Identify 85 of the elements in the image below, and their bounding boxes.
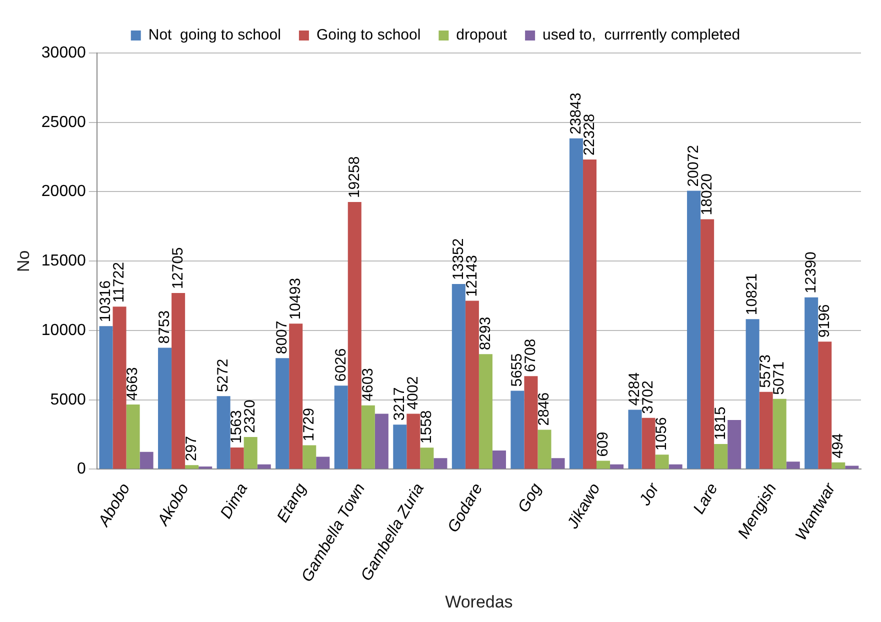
bar (289, 324, 303, 469)
bar (334, 386, 348, 469)
bar (772, 398, 786, 469)
bar (140, 452, 154, 469)
x-tick-label: Jor (636, 480, 663, 510)
bar (642, 418, 656, 469)
bar (244, 437, 258, 469)
data-label: 609 (594, 432, 612, 457)
legend-label: Not going to school (148, 26, 281, 44)
bar (551, 458, 565, 469)
bar (406, 414, 420, 469)
data-label: 10821 (744, 273, 761, 316)
bar (492, 450, 506, 469)
y-axis-title: No (14, 250, 33, 272)
bar (452, 284, 466, 469)
bar (276, 358, 290, 469)
bar (510, 390, 524, 469)
legend-label: dropout (456, 26, 508, 44)
data-label: 4663 (124, 367, 142, 401)
data-label: 12390 (802, 252, 820, 294)
bar (596, 460, 610, 469)
bar (393, 424, 407, 469)
y-tick-label: 15000 (41, 252, 86, 270)
bar (538, 430, 552, 469)
bar (569, 138, 583, 469)
bar (759, 392, 773, 469)
data-label: 5272 (214, 358, 232, 392)
bar (126, 404, 140, 469)
data-label: 8007 (273, 320, 290, 354)
bar (687, 190, 701, 469)
bar (465, 300, 479, 469)
data-label: 1729 (300, 408, 318, 442)
data-label: 9196 (816, 304, 833, 338)
bar (99, 326, 113, 469)
bar (804, 297, 818, 469)
data-label: 2846 (536, 392, 553, 426)
bar (524, 376, 538, 469)
y-tick-label: 5000 (50, 391, 86, 408)
bar (714, 444, 728, 469)
data-label: 494 (830, 433, 847, 458)
data-label: 1056 (653, 417, 670, 451)
bar (728, 420, 742, 469)
bar (434, 458, 448, 469)
bar (746, 319, 760, 469)
bar (655, 454, 669, 469)
bar (172, 292, 186, 469)
bar (257, 464, 271, 469)
x-axis-title: Woredas (445, 592, 513, 612)
bar (420, 448, 434, 469)
bar (361, 405, 375, 469)
bar (628, 410, 642, 469)
y-tick-label: 10000 (41, 322, 86, 339)
data-label: 297 (182, 436, 200, 462)
bar (316, 456, 330, 469)
bar (818, 342, 832, 469)
bar (478, 354, 492, 469)
bar (112, 306, 126, 469)
data-label: 4603 (359, 368, 376, 402)
y-tick-label: 25000 (41, 114, 86, 131)
bar (786, 462, 800, 469)
data-label: 8293 (476, 316, 494, 350)
data-label: 1558 (418, 410, 436, 444)
y-tick-label: 0 (76, 460, 86, 478)
bar (348, 202, 362, 469)
legend-label: used to, currrently completed (542, 26, 740, 44)
bar (302, 445, 316, 469)
y-tick-label: 30000 (41, 44, 86, 62)
bar (582, 159, 596, 469)
bar (668, 464, 682, 469)
data-label: 12705 (169, 247, 186, 289)
data-label: 8753 (156, 310, 173, 344)
legend-label: Going to school (316, 26, 421, 44)
bar (610, 464, 624, 469)
data-label: 10493 (286, 278, 304, 320)
bar (374, 414, 388, 469)
bar (185, 465, 199, 469)
y-tick-label: 20000 (41, 183, 86, 200)
bar (158, 348, 172, 469)
bar (700, 219, 714, 469)
bar (230, 448, 244, 469)
data-label: 6026 (332, 348, 350, 382)
data-label: 19258 (346, 156, 363, 198)
data-label: 1815 (712, 406, 729, 440)
bar (216, 396, 230, 469)
bar (832, 462, 846, 469)
